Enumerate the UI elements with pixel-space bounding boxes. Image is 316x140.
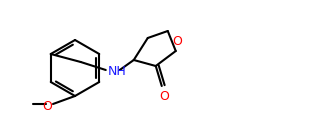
Text: O: O <box>42 100 52 113</box>
Text: NH: NH <box>108 65 126 78</box>
Text: O: O <box>172 35 182 48</box>
Text: O: O <box>159 90 169 103</box>
